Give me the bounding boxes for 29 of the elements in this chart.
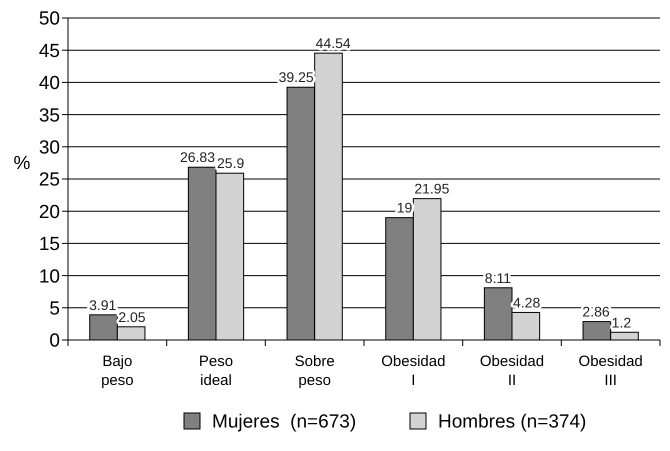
y-tick-label: 20 <box>38 202 60 223</box>
x-tick-label: Obesidad II <box>480 353 544 389</box>
data-label: 2.05 <box>118 308 146 325</box>
y-tick-label: 50 <box>38 8 60 30</box>
data-label: 26.83 <box>180 149 216 166</box>
x-tick-label: Obesidad III <box>578 353 643 389</box>
y-axis-title: % <box>14 153 31 174</box>
legend-label: Mujeres (n=673) <box>212 412 356 433</box>
data-label: 44.54 <box>316 35 351 52</box>
legend-label: Hombres (n=374) <box>438 412 586 433</box>
y-tick-label: 35 <box>38 105 60 126</box>
y-tick-label: 10 <box>38 266 60 288</box>
y-tick-label: 30 <box>38 137 60 158</box>
y-tick-label: 15 <box>38 234 60 256</box>
y-tick-label: 40 <box>38 73 60 94</box>
x-tick-label: Sobre peso <box>294 353 335 389</box>
data-label: 39.25 <box>278 69 314 86</box>
data-label: 21.95 <box>414 180 450 197</box>
x-tick-label: Bajo peso <box>101 353 134 389</box>
y-tick-label: 45 <box>38 40 60 62</box>
data-label: 1.2 <box>612 314 632 330</box>
data-label: 25.9 <box>217 155 244 172</box>
y-tick-label: 25 <box>38 170 60 191</box>
data-label: 2.86 <box>582 304 610 320</box>
x-tick-label: Obesidad I <box>381 353 446 389</box>
x-tick-label: Peso ideal <box>198 353 234 389</box>
data-label: 4.28 <box>513 294 540 310</box>
y-tick-label: 0 <box>49 330 60 352</box>
y-tick-label: 5 <box>49 298 60 320</box>
